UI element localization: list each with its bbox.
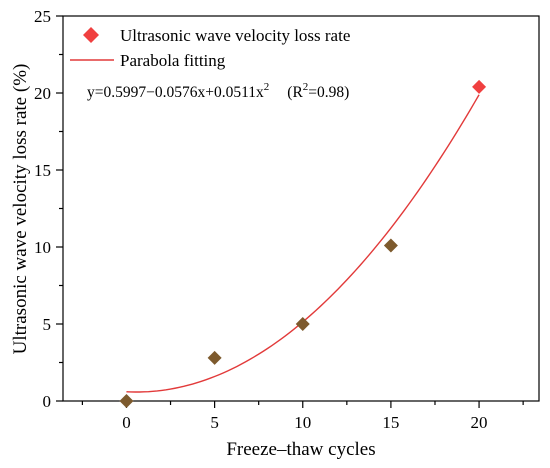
legend-label-scatter: Ultrasonic wave velocity loss rate — [120, 26, 350, 45]
equation-lhs: y=0.5997−0.0576x+0.0511x — [87, 84, 264, 101]
y-tick-label: 10 — [34, 238, 51, 257]
parabola-fit-line — [126, 94, 480, 393]
equation-exponent: 2 — [264, 81, 270, 93]
x-tick-label: 10 — [294, 413, 311, 432]
data-point-marker — [207, 350, 222, 365]
legend: Ultrasonic wave velocity loss rate Parab… — [70, 26, 350, 70]
data-point-marker — [472, 79, 487, 94]
equation-r2-exponent: 2 — [303, 81, 309, 93]
plot-frame — [62, 15, 540, 402]
y-tick-label: 25 — [34, 7, 51, 26]
x-tick-label: 20 — [471, 413, 488, 432]
x-tick-label: 0 — [122, 413, 131, 432]
data-point-marker — [383, 238, 398, 253]
y-tick-label: 15 — [34, 161, 51, 180]
y-axis-ticks: 0 5 10 15 20 25 — [34, 7, 63, 411]
data-point-marker — [295, 317, 310, 331]
y-tick-label: 20 — [34, 84, 51, 103]
y-tick-label: 0 — [43, 392, 52, 411]
x-tick-label: 15 — [382, 413, 399, 432]
marker-layer — [119, 79, 487, 408]
equation-r2-prefix: (R — [287, 84, 303, 101]
data-point-marker — [119, 394, 134, 408]
x-tick-label: 5 — [210, 413, 219, 432]
legend-marker-diamond — [83, 27, 99, 43]
fit-curve-layer — [126, 94, 480, 393]
y-axis-title: Ultrasonic wave velocity loss rate (%) — [10, 64, 31, 355]
equation-r2-suffix: =0.98) — [308, 84, 349, 101]
fit-equation: y=0.5997−0.0576x+0.0511x2 (R2=0.98) — [87, 81, 349, 101]
x-axis-title: Freeze–thaw cycles — [226, 439, 375, 460]
x-axis-ticks: 0 5 10 15 20 — [81, 401, 524, 432]
y-tick-label: 5 — [43, 315, 52, 334]
legend-label-fit: Parabola fitting — [120, 51, 226, 70]
